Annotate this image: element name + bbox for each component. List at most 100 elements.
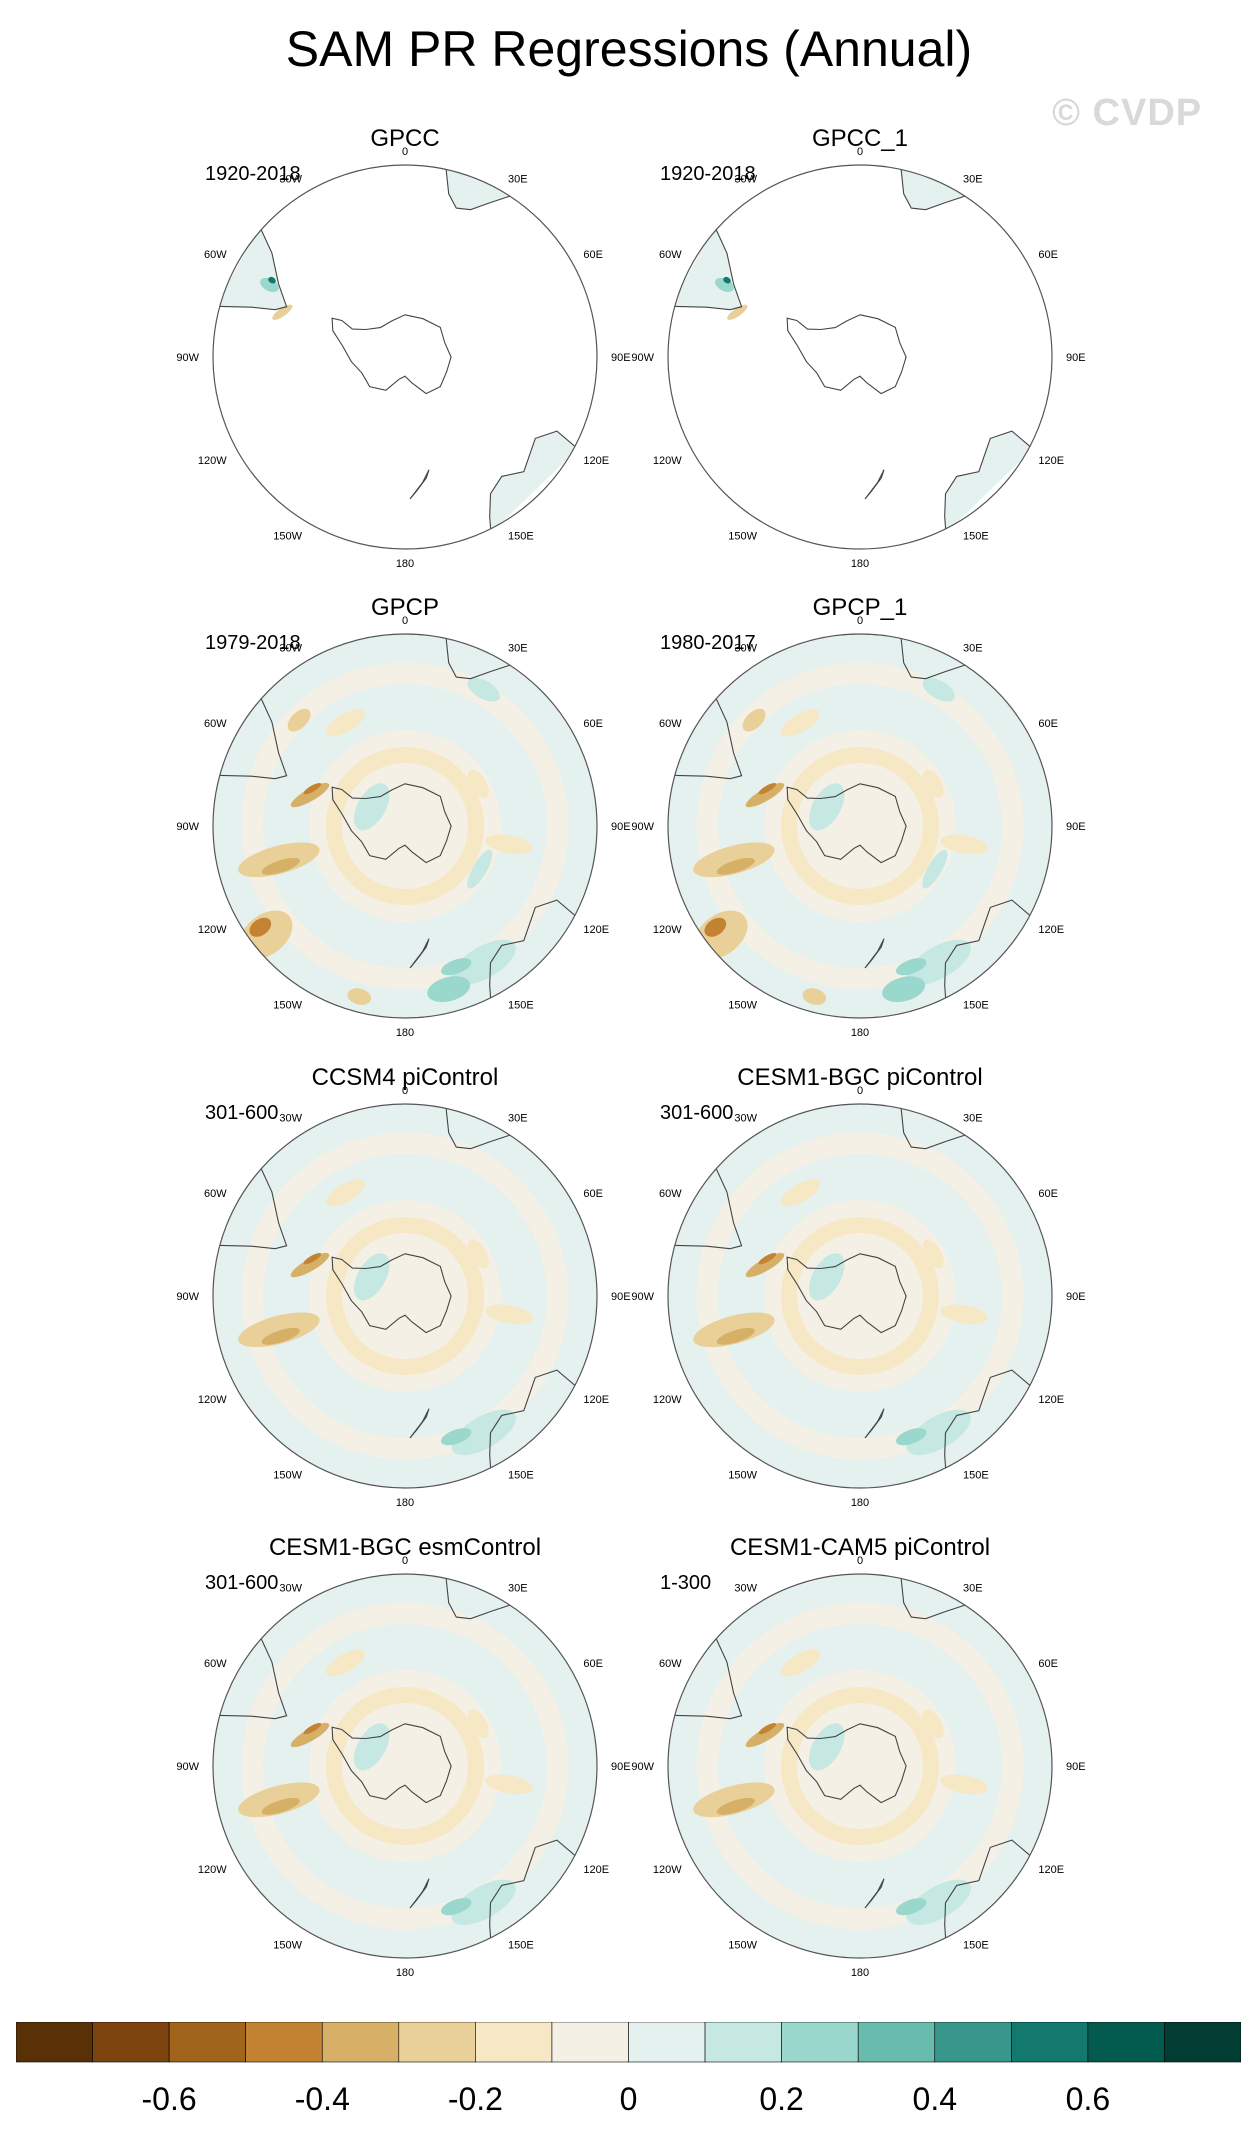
panel-title: CCSM4 piControl	[311, 1064, 499, 1091]
longitude-label: 180	[396, 558, 414, 570]
colorbar-bin	[628, 2022, 706, 2063]
mid-latitude-ring	[717, 1153, 1003, 1439]
shading-blob	[780, 709, 821, 737]
colorbar-bin	[321, 2022, 400, 2063]
shading-layer	[213, 165, 597, 549]
panel-period: 1-300	[660, 1572, 712, 1594]
shading-blob	[467, 769, 489, 799]
shading-blob	[906, 1409, 971, 1456]
longitude-label: 180	[396, 1497, 414, 1509]
longitude-label: 120E	[583, 455, 609, 467]
new-zealand-coastline	[864, 1408, 885, 1439]
mid-latitude-ring	[262, 683, 548, 969]
colorbar-bin	[245, 2022, 323, 2063]
shading-blob	[325, 1179, 366, 1207]
land-shading	[900, 165, 970, 210]
south-america-coastline	[670, 225, 743, 311]
shading-blob	[940, 834, 988, 855]
africa-coastline	[900, 165, 970, 211]
map-boundary	[212, 1103, 598, 1489]
shading-blob	[451, 939, 516, 986]
shading-blob	[353, 1253, 390, 1301]
africa-coastline	[445, 1104, 515, 1150]
shading-blob	[758, 1722, 777, 1735]
longitude-label: 120E	[1038, 924, 1064, 936]
longitude-label: 150W	[728, 999, 757, 1011]
longitude-label: 60W	[659, 249, 682, 261]
inner-ring	[780, 1216, 940, 1376]
shading-layer	[668, 165, 1052, 549]
longitude-label: 150W	[273, 530, 302, 542]
shading-blob	[290, 1722, 330, 1748]
longitude-label: 90W	[176, 1291, 199, 1303]
shading-blob	[693, 842, 775, 878]
longitude-label: 0	[402, 1085, 408, 1097]
shading-blob	[238, 842, 320, 878]
panel-period: 1979-2018	[205, 632, 301, 654]
colorbar-bin	[16, 2022, 93, 2063]
africa-coastline	[900, 1104, 970, 1150]
longitude-label: 30E	[963, 643, 983, 655]
shading-blob	[716, 1327, 755, 1345]
outer-ring	[668, 1104, 1052, 1488]
longitude-label: 0	[857, 1085, 863, 1097]
shading-blob	[693, 1782, 775, 1818]
longitude-label: 30E	[508, 1113, 528, 1125]
antarctica-coastline	[331, 783, 452, 864]
longitude-label: 90W	[176, 352, 199, 364]
antarctica-coastline	[331, 314, 452, 395]
inner-ring	[780, 746, 940, 906]
longitude-label: 0	[857, 1555, 863, 1567]
shading-blob	[758, 1252, 777, 1265]
polar-map: 0 30E 60E 90E 120E 150E 180 150W 120W 90W 60W 30W	[176, 615, 630, 1039]
south-america-coastline	[215, 1634, 288, 1720]
panel-title: CESM1-BGC esmControl	[268, 1534, 542, 1561]
shading-blob	[303, 1722, 322, 1735]
colorbar-bin	[92, 2022, 170, 2063]
longitude-label: 150E	[963, 530, 989, 542]
panel-period: 1980-2017	[660, 632, 756, 654]
shading-blob	[882, 976, 926, 1003]
longitude-label: 120E	[1038, 455, 1064, 467]
longitude-label: 90W	[631, 352, 654, 364]
colorbar-label: -0.2	[448, 2081, 503, 2117]
longitude-label: 180	[851, 1967, 869, 1979]
shading-blob	[467, 1709, 489, 1739]
shading-blob	[451, 1879, 516, 1926]
shading-blob	[249, 917, 272, 937]
watermark: © CVDP	[1052, 92, 1203, 134]
map-panel: CESM1-CAM5 piControl 1-300 0 30E 60E 90E 120E 1…	[631, 1534, 1220, 2004]
shading-blob	[758, 782, 777, 795]
shading-blob	[467, 1239, 489, 1269]
antarctica-coastline	[786, 1723, 907, 1804]
map-panel: GPCC_1 1920-2018 0 30E 60E 90E 120E 150E 180 150W…	[631, 125, 1220, 595]
longitude-label: 180	[396, 1027, 414, 1039]
new-zealand-coastline	[864, 469, 885, 500]
shading-blob	[303, 782, 322, 795]
longitude-label: 90W	[176, 821, 199, 833]
polar-map: 0 30E 60E 90E 120E 150E 180 150W 120W 90W 60W 30W	[631, 1555, 1085, 1979]
new-zealand-coastline	[409, 938, 430, 969]
shading-blob	[268, 276, 276, 284]
shading-blob	[261, 1797, 300, 1815]
colorbar-label: -0.6	[142, 2081, 197, 2117]
shading-blob	[922, 849, 948, 889]
longitude-label: 120W	[653, 1864, 682, 1876]
colorbar-bin	[475, 2022, 553, 2063]
colorbar-bin	[781, 2022, 859, 2063]
shading-blob	[261, 857, 300, 875]
longitude-label: 120W	[198, 1394, 227, 1406]
south-america-coastline	[670, 1164, 743, 1250]
polar-map: 0 30E 60E 90E 120E 150E 180 150W 120W 90W 60W 30W	[631, 615, 1085, 1039]
longitude-label: 60E	[1038, 1658, 1058, 1670]
longitude-label: 90E	[1066, 1291, 1086, 1303]
shading-blob	[922, 1239, 944, 1269]
polar-map: 0 30E 60E 90E 120E 150E 180 150W 120W 90W 60W 30W	[631, 146, 1085, 570]
shading-blob	[427, 976, 471, 1003]
panel-period: 301-600	[205, 1102, 279, 1124]
shading-blob	[895, 958, 927, 976]
longitude-label: 0	[402, 146, 408, 158]
map-boundary	[667, 164, 1053, 550]
panel-period: 301-600	[205, 1572, 279, 1594]
shading-blob	[922, 1709, 944, 1739]
